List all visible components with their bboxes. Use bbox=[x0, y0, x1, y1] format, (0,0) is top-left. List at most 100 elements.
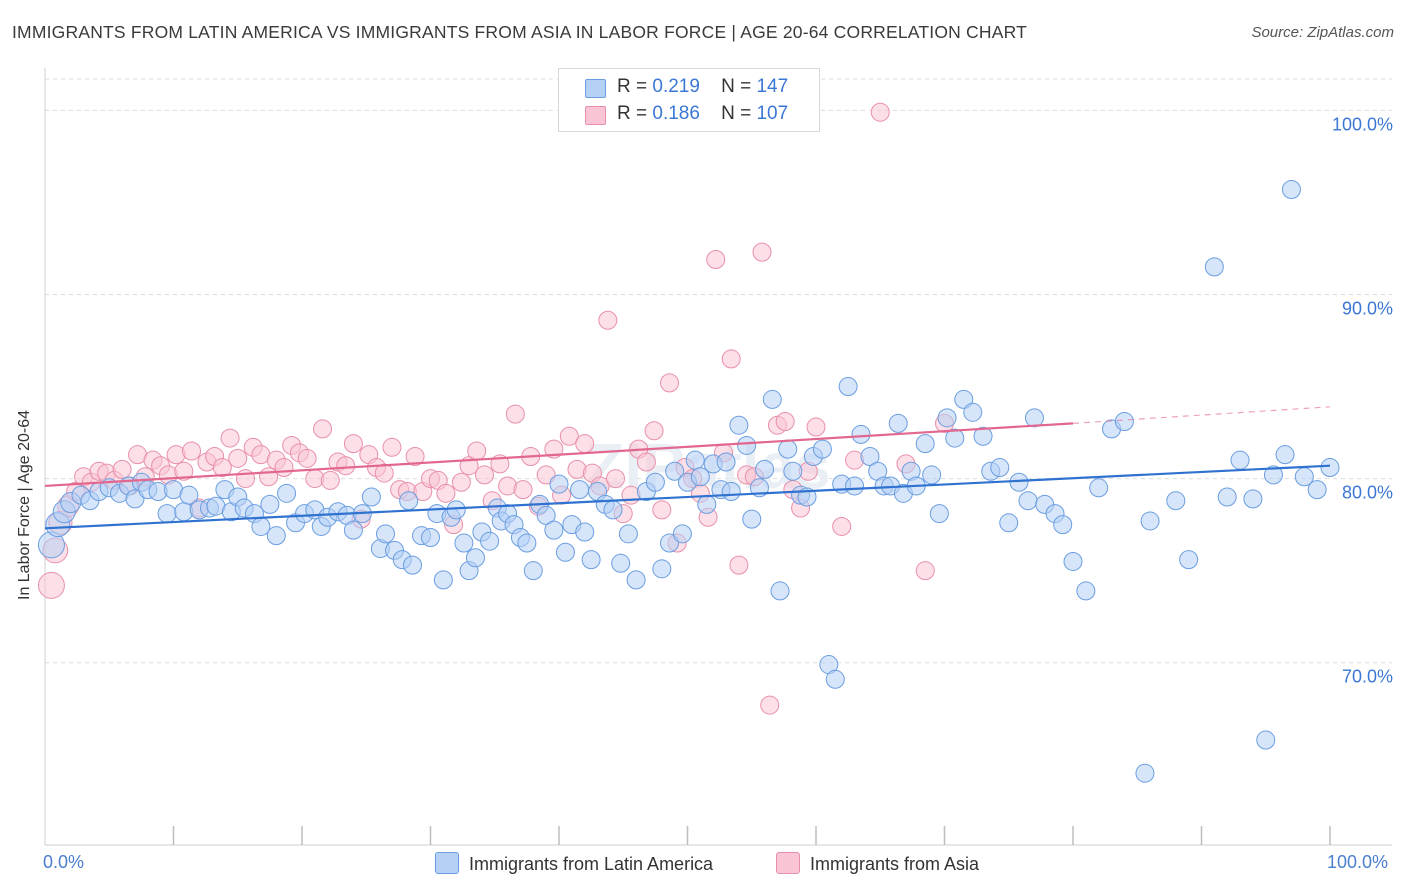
point-asia bbox=[320, 470, 340, 490]
point-asia bbox=[405, 447, 425, 466]
blue-swatch bbox=[585, 79, 606, 98]
point-latin-america bbox=[929, 504, 949, 524]
point-latin-america bbox=[1256, 730, 1276, 750]
point-asia bbox=[259, 467, 279, 487]
point-latin-america bbox=[770, 581, 790, 601]
point-latin-america bbox=[922, 465, 942, 485]
r-value: 0.186 bbox=[652, 103, 700, 124]
point-latin-america bbox=[729, 415, 749, 435]
y-axis-label: In Labor Force | Age 20-64 bbox=[16, 409, 33, 600]
point-asia bbox=[336, 456, 356, 476]
point-latin-america bbox=[1135, 763, 1155, 783]
chart-title: IMMIGRANTS FROM LATIN AMERICA VS IMMIGRA… bbox=[12, 22, 1027, 42]
stats-legend: R = 0.219 N = 147 R = 0.186 N = 107 bbox=[558, 68, 820, 132]
point-latin-america bbox=[1018, 491, 1038, 511]
point-latin-america bbox=[652, 559, 672, 579]
point-asia bbox=[474, 465, 494, 485]
point-asia bbox=[467, 441, 487, 461]
point-latin-america bbox=[277, 483, 297, 503]
point-latin-america bbox=[778, 439, 798, 459]
point-asia bbox=[343, 434, 363, 454]
n-value: 107 bbox=[756, 103, 789, 124]
point-latin-america bbox=[797, 487, 817, 507]
point-asia bbox=[729, 555, 749, 575]
point-asia bbox=[721, 349, 741, 369]
point-asia bbox=[775, 412, 795, 432]
point-latin-america bbox=[603, 500, 623, 520]
point-asia bbox=[297, 448, 317, 468]
point-latin-america bbox=[660, 533, 680, 553]
point-latin-america bbox=[762, 389, 782, 409]
point-latin-america bbox=[1263, 465, 1283, 485]
point-asia bbox=[636, 452, 656, 472]
point-latin-america bbox=[851, 424, 871, 444]
point-asia bbox=[652, 500, 672, 520]
point-latin-america bbox=[260, 494, 280, 514]
point-latin-america bbox=[685, 450, 705, 470]
point-latin-america bbox=[465, 548, 485, 568]
point-asia bbox=[760, 695, 780, 715]
pink-swatch bbox=[585, 106, 606, 125]
point-latin-america bbox=[1307, 480, 1327, 500]
point-latin-america bbox=[1009, 472, 1029, 492]
point-latin-america bbox=[1179, 550, 1199, 570]
trendline-latin-america bbox=[44, 464, 1331, 530]
point-asia bbox=[274, 458, 294, 478]
point-latin-america bbox=[825, 669, 845, 689]
point-latin-america bbox=[570, 480, 590, 500]
n-value: 147 bbox=[756, 76, 789, 97]
x-min-label: 0.0% bbox=[43, 852, 85, 872]
point-latin-america bbox=[645, 472, 665, 492]
point-latin-america bbox=[945, 428, 965, 448]
point-asia bbox=[112, 459, 132, 479]
point-latin-america bbox=[690, 467, 710, 487]
point-latin-america bbox=[1230, 450, 1250, 470]
point-asia bbox=[536, 465, 556, 485]
point-asia bbox=[870, 102, 890, 122]
point-latin-america bbox=[626, 570, 646, 590]
point-asia bbox=[374, 463, 394, 483]
point-latin-america bbox=[838, 377, 858, 397]
point-latin-america bbox=[421, 528, 440, 548]
x-max-label: 100.0% bbox=[1327, 852, 1389, 872]
point-asia bbox=[505, 404, 525, 424]
point-asia bbox=[644, 421, 664, 441]
point-latin-america bbox=[1275, 445, 1295, 465]
point-latin-america bbox=[575, 522, 595, 542]
legend-item-latin-america: Immigrants from Latin America bbox=[435, 852, 713, 875]
point-latin-america bbox=[251, 516, 271, 536]
point-latin-america bbox=[266, 526, 286, 546]
point-latin-america bbox=[1076, 581, 1096, 601]
point-latin-america bbox=[343, 520, 363, 540]
point-latin-america bbox=[399, 491, 419, 511]
point-latin-america bbox=[446, 500, 466, 520]
r-value: 0.219 bbox=[652, 76, 700, 97]
point-latin-america bbox=[1140, 511, 1160, 531]
point-latin-america bbox=[999, 513, 1019, 533]
point-asia bbox=[575, 434, 595, 454]
point-latin-america bbox=[954, 389, 974, 409]
point-asia bbox=[513, 480, 533, 500]
point-latin-america bbox=[937, 408, 957, 428]
trendline-extension-asia bbox=[1072, 406, 1331, 424]
n-label: N = bbox=[721, 76, 752, 97]
point-latin-america bbox=[721, 481, 741, 501]
point-latin-america bbox=[888, 413, 908, 433]
point-latin-america bbox=[1063, 551, 1083, 571]
point-latin-america bbox=[1053, 515, 1073, 535]
point-latin-america bbox=[157, 504, 177, 524]
point-asia bbox=[382, 437, 402, 457]
point-latin-america bbox=[523, 561, 543, 581]
point-latin-america bbox=[361, 487, 381, 507]
y-tick-label: 100.0% bbox=[1332, 114, 1393, 134]
point-latin-america bbox=[716, 452, 736, 472]
point-latin-america bbox=[915, 434, 935, 454]
point-latin-america bbox=[433, 570, 453, 590]
point-asia bbox=[228, 448, 248, 468]
point-latin-america bbox=[783, 461, 803, 481]
n-label: N = bbox=[721, 103, 752, 124]
point-latin-america bbox=[973, 426, 993, 446]
point-latin-america bbox=[755, 459, 775, 479]
r-label: R = bbox=[617, 103, 648, 124]
